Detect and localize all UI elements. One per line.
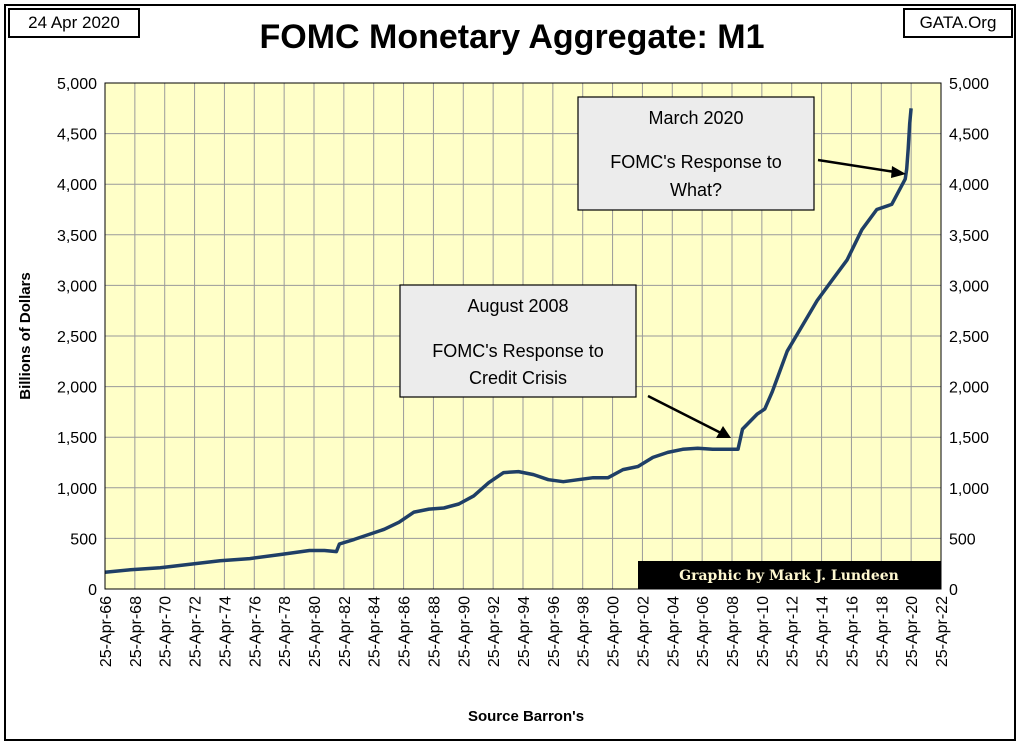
x-tick-label: 25-Apr-22 — [934, 596, 951, 667]
source-site-label: GATA.Org — [903, 8, 1013, 38]
annotation-2020-title: March 2020 — [648, 108, 743, 128]
y-tick-label-left: 0 — [88, 582, 97, 599]
y-axis-right: 0 500 1,000 1,500 2,000 2,500 3,000 3,500 4,000 4… — [949, 76, 989, 599]
x-tick-label: 25-Apr-02 — [635, 596, 652, 667]
y-tick-label-right: 2,000 — [949, 380, 989, 397]
x-tick-label: 25-Apr-92 — [486, 596, 503, 667]
x-tick-label: 25-Apr-68 — [128, 596, 145, 667]
x-axis: 25-Apr-66 25-Apr-68 25-Apr-70 25-Apr-72 25-A… — [98, 596, 951, 667]
x-tick-label: 25-Apr-88 — [426, 596, 443, 667]
y-tick-label-left: 4,500 — [57, 127, 97, 144]
y-tick-label-right: 0 — [949, 582, 958, 599]
x-tick-label: 25-Apr-94 — [516, 596, 533, 667]
x-tick-label: 25-Apr-14 — [815, 596, 832, 667]
m1-series-line — [104, 108, 913, 575]
plot-border — [104, 82, 942, 590]
annotation-march-2020: March 2020 FOMC's Response to What? — [577, 96, 815, 211]
y-tick-label-left: 2,500 — [57, 329, 97, 346]
x-tick-label: 25-Apr-70 — [158, 596, 175, 667]
credit-banner: Graphic by Mark J. Lundeen — [638, 561, 941, 589]
x-tick-label: 25-Apr-10 — [755, 596, 772, 667]
annotation-2020-line2: What? — [670, 180, 722, 200]
y-tick-label-right: 3,000 — [949, 278, 989, 295]
x-tick-label: 25-Apr-20 — [904, 596, 921, 667]
y-tick-label-right: 5,000 — [949, 76, 989, 93]
y-tick-label-right: 3,500 — [949, 228, 989, 245]
annotation-august-2008: August 2008 FOMC's Response to Credit Cr… — [399, 284, 637, 398]
x-tick-label: 25-Apr-78 — [277, 596, 294, 667]
x-tick-label: 25-Apr-08 — [725, 596, 742, 667]
x-tick-label: 25-Apr-84 — [367, 596, 384, 667]
date-label: 24 Apr 2020 — [8, 8, 140, 38]
x-tick-label: 25-Apr-00 — [606, 596, 623, 667]
y-tick-label-right: 500 — [949, 531, 976, 548]
x-tick-label: 25-Apr-80 — [307, 596, 324, 667]
y-tick-label-right: 1,000 — [949, 481, 989, 498]
x-tick-label: 25-Apr-96 — [546, 596, 563, 667]
x-tick-label: 25-Apr-86 — [397, 596, 414, 667]
y-axis-left: 0 500 1,000 1,500 2,000 2,500 3,000 3,500 4,000 4… — [57, 76, 97, 599]
x-tick-label: 25-Apr-12 — [785, 596, 802, 667]
y-tick-label-left: 500 — [70, 531, 97, 548]
y-tick-label-left: 1,500 — [57, 430, 97, 447]
y-tick-label-left: 5,000 — [57, 76, 97, 93]
y-tick-label-left: 4,000 — [57, 177, 97, 194]
x-tick-label: 25-Apr-98 — [576, 596, 593, 667]
x-tick-label: 25-Apr-06 — [695, 596, 712, 667]
annotation-2008-title: August 2008 — [467, 296, 568, 316]
x-tick-label: 25-Apr-04 — [665, 596, 682, 667]
annotation-2020-line1: FOMC's Response to — [610, 152, 782, 172]
arrow-2020 — [817, 158, 906, 178]
x-tick-label: 25-Apr-16 — [844, 596, 861, 667]
x-tick-label: 25-Apr-90 — [456, 596, 473, 667]
x-axis-title: Source Barron's — [468, 708, 584, 725]
credit-text: Graphic by Mark J. Lundeen — [679, 568, 899, 584]
annotation-2008-line2: Credit Crisis — [469, 368, 567, 388]
chart-title: FOMC Monetary Aggregate: M1 — [259, 18, 765, 56]
y-tick-label-left: 2,000 — [57, 380, 97, 397]
x-tick-label: 25-Apr-82 — [337, 596, 354, 667]
arrow-2008 — [647, 394, 731, 438]
x-tick-label: 25-Apr-72 — [188, 596, 205, 667]
y-tick-label-right: 4,000 — [949, 177, 989, 194]
y-tick-label-right: 4,500 — [949, 127, 989, 144]
y-tick-label-right: 1,500 — [949, 430, 989, 447]
y-tick-label-left: 3,500 — [57, 228, 97, 245]
y-tick-label-left: 1,000 — [57, 481, 97, 498]
y-tick-label-right: 2,500 — [949, 329, 989, 346]
x-tick-label: 25-Apr-66 — [98, 596, 115, 667]
y-tick-label-left: 3,000 — [57, 278, 97, 295]
annotation-2008-line1: FOMC's Response to — [432, 341, 604, 361]
y-axis-title: Billions of Dollars — [17, 272, 34, 400]
x-tick-label: 25-Apr-76 — [247, 596, 264, 667]
x-tick-label: 25-Apr-18 — [874, 596, 891, 667]
x-tick-label: 25-Apr-74 — [217, 596, 234, 667]
